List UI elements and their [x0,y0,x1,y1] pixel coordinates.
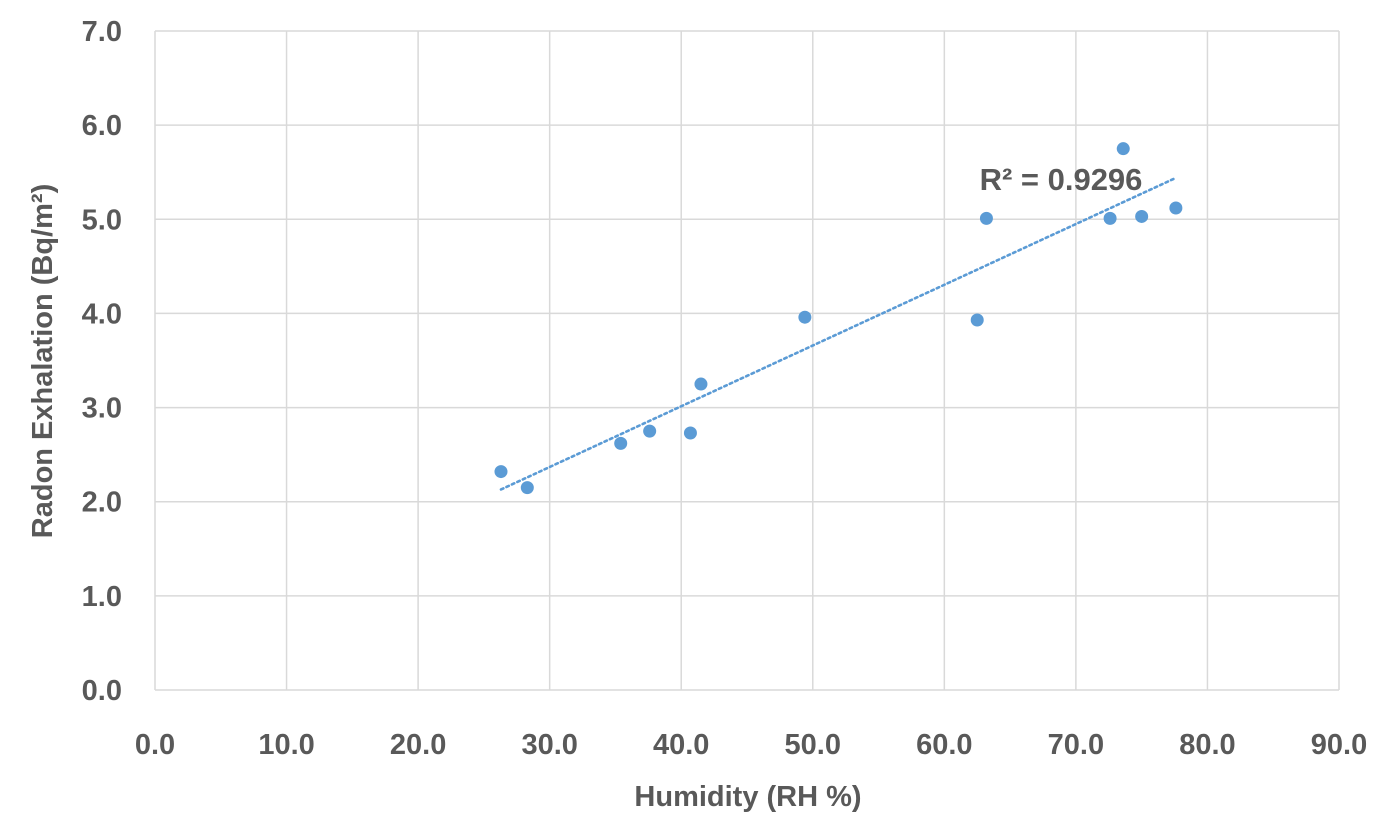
x-tick-label: 20.0 [390,729,446,761]
x-tick-label: 40.0 [653,729,709,761]
data-point [614,436,628,450]
x-tick-label: 10.0 [258,729,314,761]
x-axis-ticks: 0.0 10.0 20.0 30.0 40.0 50.0 60.0 70.0 80.0 90.0 [135,729,1367,761]
x-tick-label: 0.0 [135,729,175,761]
y-tick-label: 1.0 [82,581,122,613]
linear-trendline [499,176,1178,491]
x-tick-label: 70.0 [1048,729,1104,761]
trendline-layer [499,176,1178,491]
r-squared-annotation: R² = 0.9296 [980,162,1143,197]
data-point [1135,209,1149,223]
y-axis-ticks: 0.0 1.0 2.0 3.0 4.0 5.0 6.0 7.0 [82,16,122,707]
data-point [970,313,984,327]
data-point [1169,201,1183,215]
y-tick-label: 6.0 [82,110,122,142]
x-tick-label: 80.0 [1179,729,1235,761]
y-tick-label: 7.0 [82,16,122,48]
x-tick-label: 30.0 [521,729,577,761]
x-tick-label: 50.0 [785,729,841,761]
data-point [494,465,508,479]
y-tick-label: 2.0 [82,487,122,519]
data-point [979,211,993,225]
data-point [520,481,534,495]
data-point [798,310,812,324]
y-axis-title: Radon Exhalation (Bq/m²) [27,184,59,538]
y-tick-label: 0.0 [82,675,122,707]
data-point [694,377,708,391]
data-point [1116,142,1130,156]
data-point [643,424,657,438]
x-tick-label: 60.0 [916,729,972,761]
data-point [683,426,697,440]
data-point [1103,211,1117,225]
x-tick-label: 90.0 [1311,729,1367,761]
y-tick-label: 5.0 [82,204,122,236]
y-tick-label: 4.0 [82,298,122,330]
gridlines [154,30,1340,691]
y-tick-label: 3.0 [82,393,122,425]
data-points [494,142,1183,495]
x-axis-title: Humidity (RH %) [634,781,861,813]
